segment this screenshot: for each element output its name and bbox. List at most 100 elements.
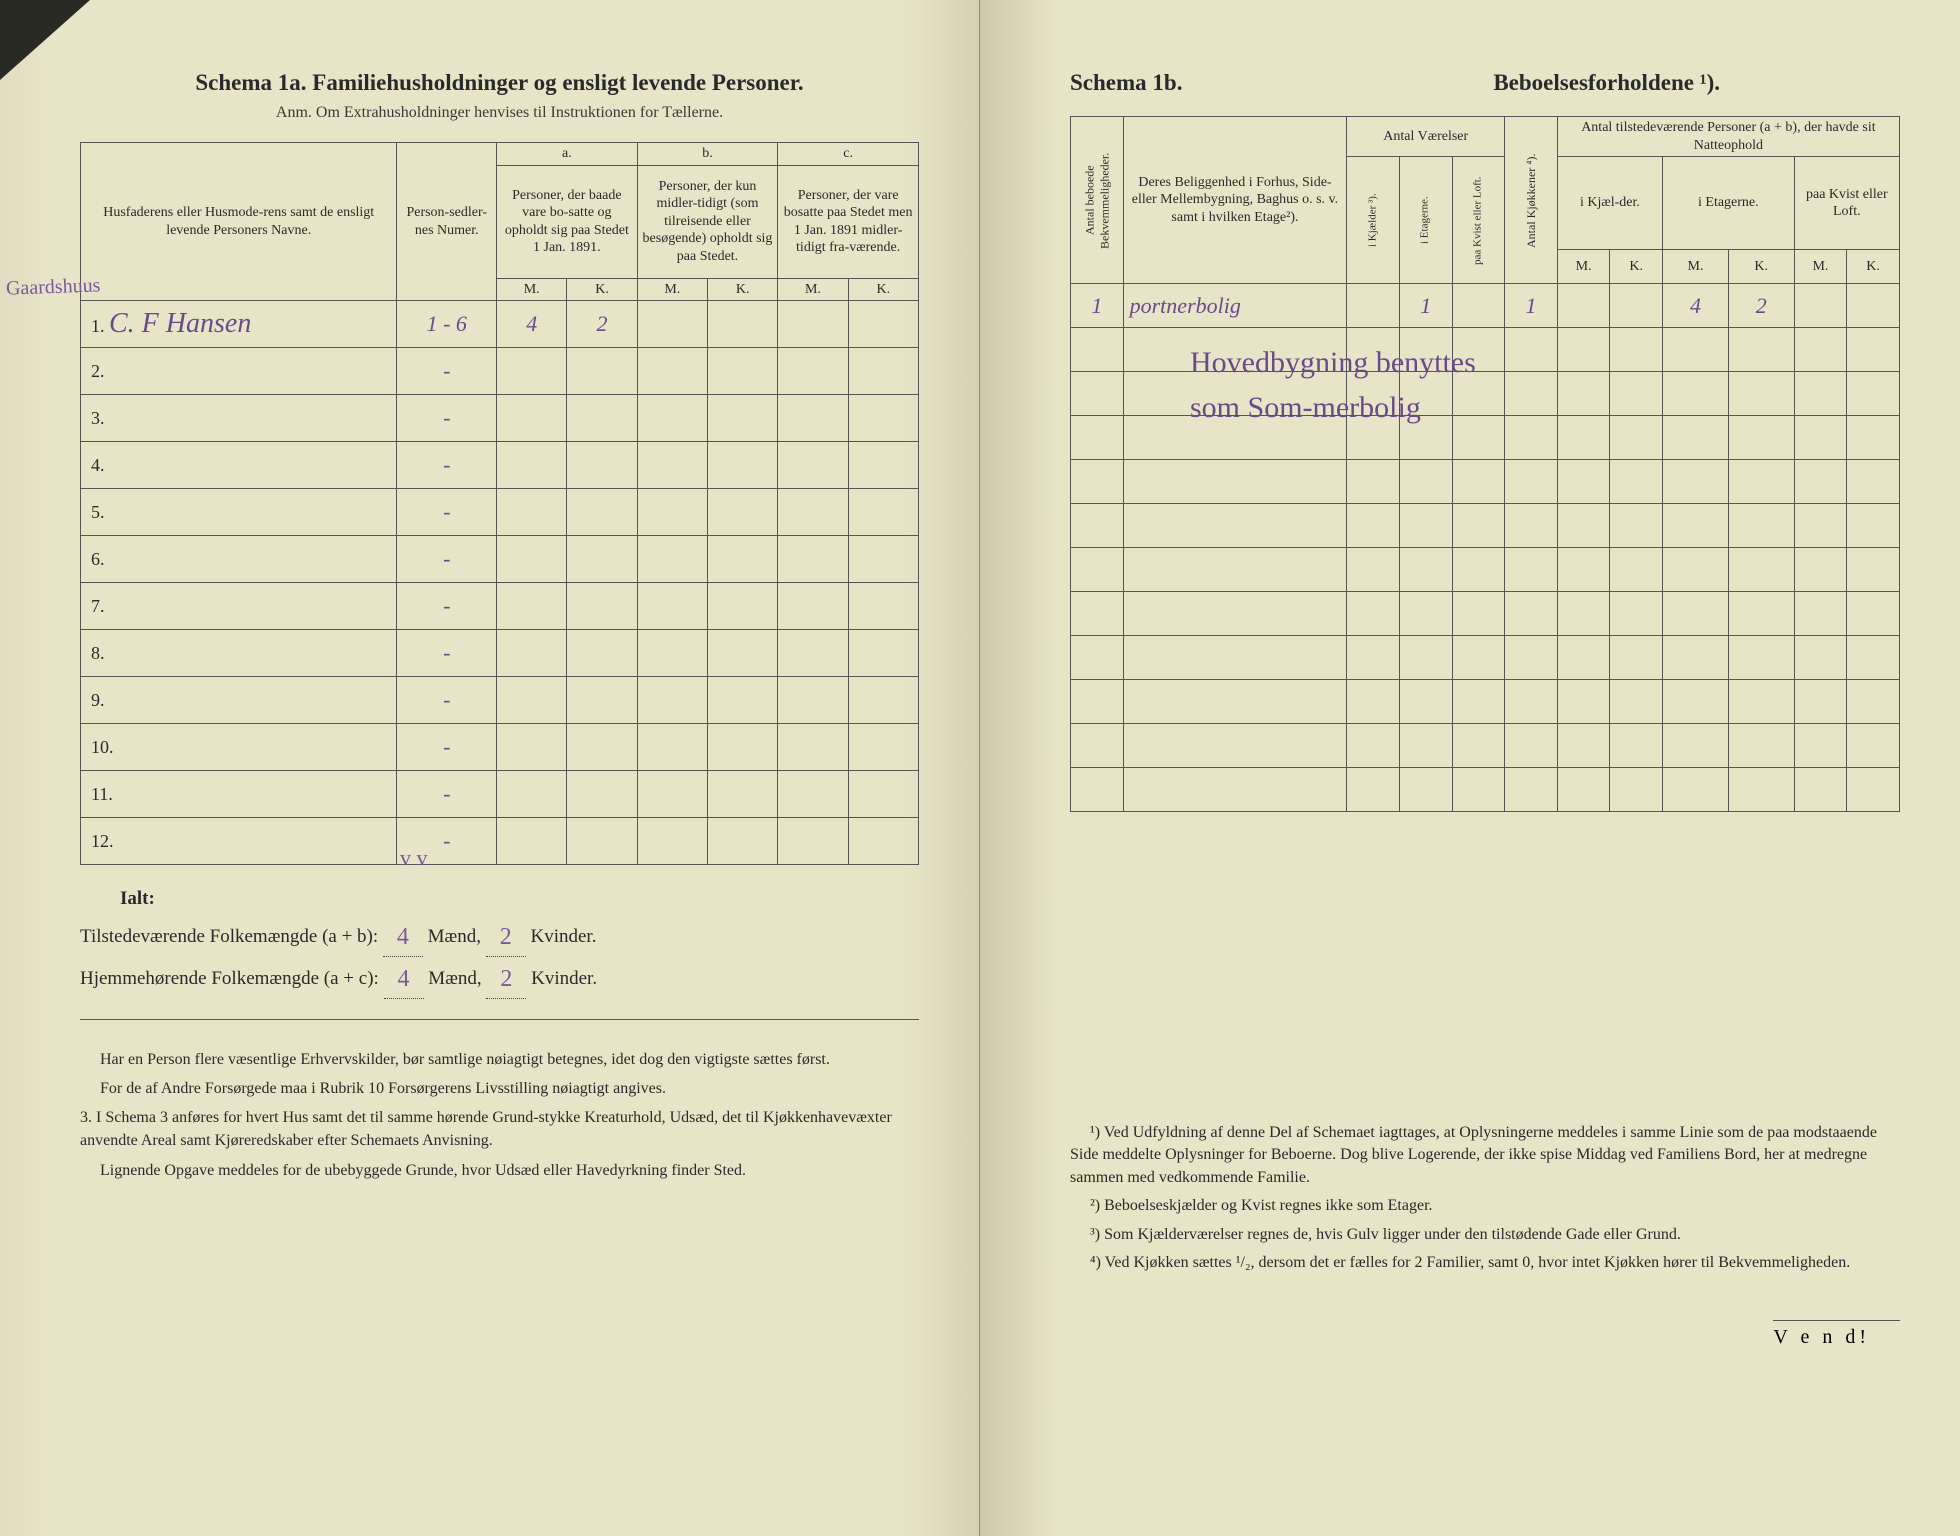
cell-bM: [637, 677, 707, 724]
cell-bM: [637, 442, 707, 489]
th-r-b2k: K.: [1728, 250, 1794, 284]
cell-b2m: [1663, 636, 1729, 680]
table-row: 6.-: [81, 536, 919, 583]
th-r-b1m: M.: [1557, 250, 1610, 284]
th-r-b3m: M.: [1794, 250, 1847, 284]
cell-aK: [567, 442, 637, 489]
th-aM: M.: [497, 278, 567, 301]
schema-1b-title-b: Beboelsesforholdene ¹).: [1493, 70, 1720, 96]
cell-cK: [848, 630, 918, 677]
cell-numer: -: [397, 771, 497, 818]
cell-c1: [1071, 328, 1124, 372]
cell-bM: [637, 583, 707, 630]
cell-b1k: [1610, 548, 1663, 592]
cell-kj: [1505, 592, 1558, 636]
cell-b3m: [1794, 680, 1847, 724]
fn-l-3: Lignende Opgave meddeles for de ubebygge…: [80, 1159, 919, 1182]
cell-cM: [778, 395, 848, 442]
cell-cK: [848, 442, 918, 489]
cell-b2k: [1728, 504, 1794, 548]
margin-annotation: Gaardshuus: [6, 274, 101, 300]
table-row: 8.-: [81, 630, 919, 677]
cell-a2: [1399, 592, 1452, 636]
cell-b1k: [1610, 680, 1663, 724]
cell-name: 7.: [81, 583, 397, 630]
th-cK: K.: [848, 278, 918, 301]
th-r-kjok: Antal Kjøkkener ⁴).: [1505, 117, 1558, 284]
cell-cK: [848, 583, 918, 630]
cell-c1: [1071, 768, 1124, 812]
cell-bM: [637, 724, 707, 771]
cell-a3: [1452, 504, 1505, 548]
cell-a2: [1399, 724, 1452, 768]
th-r-b3k: K.: [1847, 250, 1900, 284]
cell-numer: 1 - 6: [397, 301, 497, 348]
cell-a1: [1347, 284, 1400, 328]
cell-name: 3.: [81, 395, 397, 442]
cell-bK: [707, 771, 777, 818]
cell-b3m: [1794, 372, 1847, 416]
table-row: [1071, 592, 1900, 636]
th-bM: M.: [637, 278, 707, 301]
cell-aM: 4: [497, 301, 567, 348]
cell-a2: [1399, 680, 1452, 724]
cell-aM: [497, 771, 567, 818]
cell-b2k: [1728, 460, 1794, 504]
th-cM: M.: [778, 278, 848, 301]
cell-c2: [1123, 680, 1347, 724]
divider: [80, 1019, 919, 1020]
cell-b2m: [1663, 768, 1729, 812]
cell-bK: [707, 301, 777, 348]
table-row: 3.-: [81, 395, 919, 442]
cell-c1: [1071, 548, 1124, 592]
cell-cM: [778, 489, 848, 536]
cell-b3m: [1794, 504, 1847, 548]
ialt1-k: 2: [500, 924, 512, 950]
schema-1a-table: Husfaderens eller Husmode-rens samt de e…: [80, 142, 919, 865]
cell-kj: [1505, 724, 1558, 768]
cell-b1m: [1557, 548, 1610, 592]
cell-numer: -: [397, 489, 497, 536]
cell-cM: [778, 818, 848, 865]
cell-aK: [567, 489, 637, 536]
cell-cK: [848, 771, 918, 818]
freehand-note: Hovedbygning benyttes som Som-merbolig: [1190, 340, 1510, 430]
cell-a2: [1399, 504, 1452, 548]
table-row: 2.-: [81, 348, 919, 395]
cell-b2k: 2: [1728, 284, 1794, 328]
th-bK: K.: [707, 278, 777, 301]
cell-cM: [778, 630, 848, 677]
fn-l-2: 3. I Schema 3 anføres for hvert Hus samt…: [80, 1106, 919, 1152]
cell-aK: [567, 348, 637, 395]
schema-1a-title: Schema 1a. Familiehusholdninger og ensli…: [80, 70, 919, 96]
cell-b2k: [1728, 328, 1794, 372]
table-row: [1071, 504, 1900, 548]
cell-kj: [1505, 372, 1558, 416]
cell-aK: [567, 583, 637, 630]
cell-a1: [1347, 460, 1400, 504]
cell-a2: [1399, 548, 1452, 592]
th-a-label: a.: [497, 143, 638, 166]
cell-b3k: [1847, 372, 1900, 416]
table-row: [1071, 680, 1900, 724]
cell-aK: [567, 536, 637, 583]
cell-b2m: [1663, 504, 1729, 548]
cell-kj: [1505, 548, 1558, 592]
table-row: [1071, 548, 1900, 592]
th-r-col1: Antal beboede Bekvemmeligheder.: [1071, 117, 1124, 284]
th-r-b1: i Kjæl-der.: [1557, 157, 1662, 250]
cell-kj: [1505, 680, 1558, 724]
th-r-b1k: K.: [1610, 250, 1663, 284]
th-numer: Person-sedler-nes Numer.: [397, 143, 497, 301]
cell-kj: [1505, 416, 1558, 460]
cell-cK: [848, 489, 918, 536]
cell-numer: -: [397, 630, 497, 677]
fn-r-1: ²) Beboelseskjælder og Kvist regnes ikke…: [1070, 1195, 1900, 1217]
cell-b3m: [1794, 724, 1847, 768]
ialt1-suf: Kvinder.: [530, 926, 596, 947]
cell-name: 10.: [81, 724, 397, 771]
cell-kj: [1505, 460, 1558, 504]
cell-b2m: [1663, 460, 1729, 504]
cell-name: 8.: [81, 630, 397, 677]
cell-b3k: [1847, 416, 1900, 460]
